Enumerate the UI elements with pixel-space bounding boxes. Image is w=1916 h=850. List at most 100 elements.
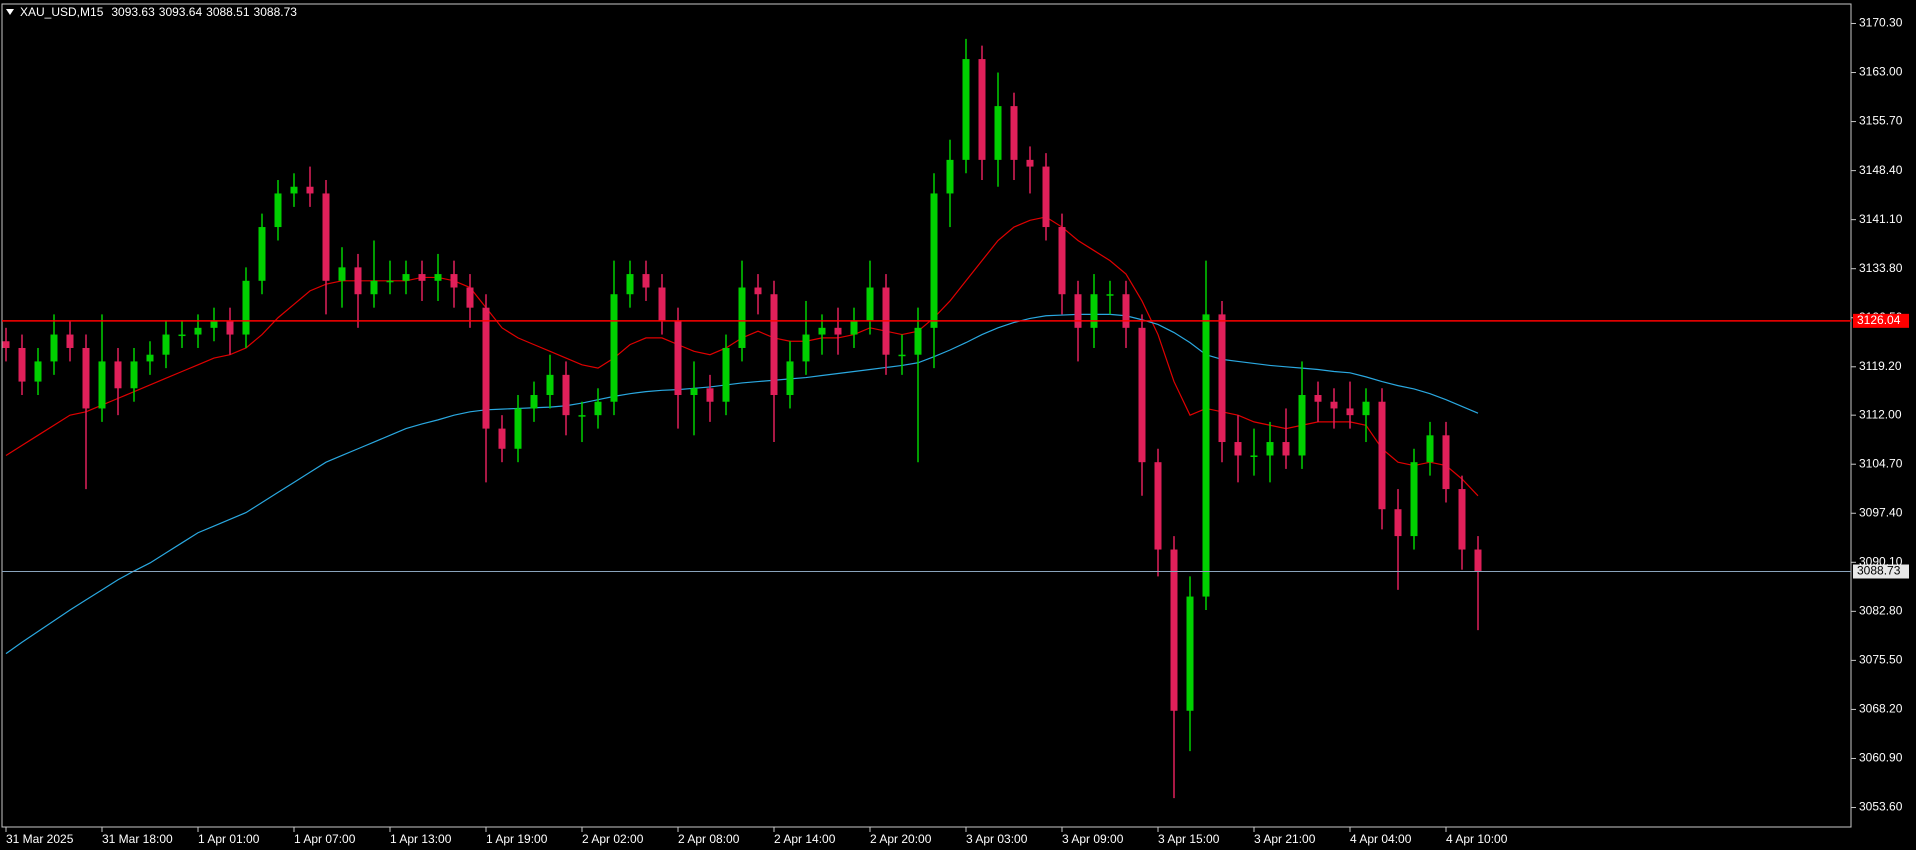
candle-body [946,159,954,194]
price-label-box [1853,564,1909,579]
y-tick-label: 3075.50 [1859,653,1903,667]
candle-body [146,354,154,362]
y-tick-label: 3104.70 [1859,456,1903,470]
candle-body [546,374,554,396]
header-value: 3093.63 [111,5,155,19]
x-tick-label: 3 Apr 21:00 [1254,832,1316,846]
x-tick-label: 2 Apr 02:00 [582,832,644,846]
candle-body [482,307,490,429]
candle-body [578,415,586,417]
price-label: 3126.04 [1857,313,1901,327]
candle-body [114,361,122,389]
candle-body [1074,294,1082,328]
candle-body [994,106,1002,160]
candle-body [418,274,426,281]
candle-body [914,327,922,355]
candle-body [834,327,842,335]
y-tick-label: 3141.10 [1859,212,1903,226]
candle-body [754,287,762,295]
candle-body [1154,462,1162,550]
candle-body [1186,596,1194,711]
candle-body [530,395,538,409]
candle-body [1106,294,1114,296]
x-tick-label: 4 Apr 04:00 [1350,832,1412,846]
candle-body [338,267,346,281]
candle-body [1362,401,1370,416]
candle-body [1138,327,1146,463]
candle-body [2,341,10,348]
candle-body [1090,294,1098,328]
candle-body [290,186,298,194]
candle-body [1122,294,1130,328]
header-value: 3088.51 [206,5,250,19]
candle-body [178,334,186,337]
candle-body [322,193,330,281]
candle-body [66,334,74,348]
candle-body [1298,395,1306,456]
candle-body [658,287,666,322]
candle-body [1170,549,1178,711]
candle-body [370,280,378,295]
x-tick-label: 1 Apr 01:00 [198,832,260,846]
candle-body [354,267,362,295]
y-tick-label: 3053.60 [1859,800,1903,814]
candle-body [1426,435,1434,463]
candle-body [770,294,778,396]
candle-body [1202,314,1210,597]
candle-body [82,347,90,409]
candle-body [818,327,826,335]
candle-body [738,287,746,348]
y-tick-label: 3060.90 [1859,751,1903,765]
candle-body [1250,455,1258,457]
candle-body [1410,462,1418,537]
x-tick-label: 3 Apr 09:00 [1062,832,1124,846]
candle-body [210,321,218,328]
candle-body [1330,401,1338,409]
x-tick-label: 1 Apr 13:00 [390,832,452,846]
x-tick-label: 1 Apr 07:00 [294,832,356,846]
candle-body [498,428,506,449]
x-tick-label: 3 Apr 03:00 [966,832,1028,846]
candle-body [562,374,570,416]
candle-body [1474,549,1482,572]
price-label: 3088.73 [1857,564,1901,578]
candle-body [850,321,858,335]
candle-body [1378,401,1386,510]
candle-body [274,193,282,228]
candle-body [674,321,682,396]
candle-body [690,388,698,396]
y-tick-label: 3170.30 [1859,16,1903,30]
y-tick-label: 3148.40 [1859,163,1903,177]
candle-body [642,274,650,288]
y-tick-label: 3133.80 [1859,261,1903,275]
candle-body [450,274,458,288]
candle-body [242,280,250,335]
candle-body [594,401,602,416]
candle-body [226,321,234,335]
candle-body [866,287,874,322]
candle-body [194,327,202,335]
candle-body [1394,509,1402,537]
candle-body [706,388,714,402]
chart-title: XAU_USD,M15 [20,5,104,19]
candle-body [402,274,410,281]
y-tick-label: 3119.20 [1859,359,1902,373]
x-tick-label: 31 Mar 2025 [6,832,74,846]
y-tick-label: 3112.00 [1859,407,1902,421]
candle-body [722,347,730,402]
candle-body [1314,395,1322,402]
candle-body [930,193,938,328]
y-tick-label: 3097.40 [1859,505,1903,519]
candle-body [1218,314,1226,443]
candle-body [1442,435,1450,490]
candle-body [626,274,634,295]
candle-body [978,59,986,160]
candle-body [898,354,906,357]
header-value: 3093.64 [159,5,203,19]
candle-body [962,59,970,160]
candle-body [1266,442,1274,456]
y-tick-label: 3155.70 [1859,114,1903,128]
